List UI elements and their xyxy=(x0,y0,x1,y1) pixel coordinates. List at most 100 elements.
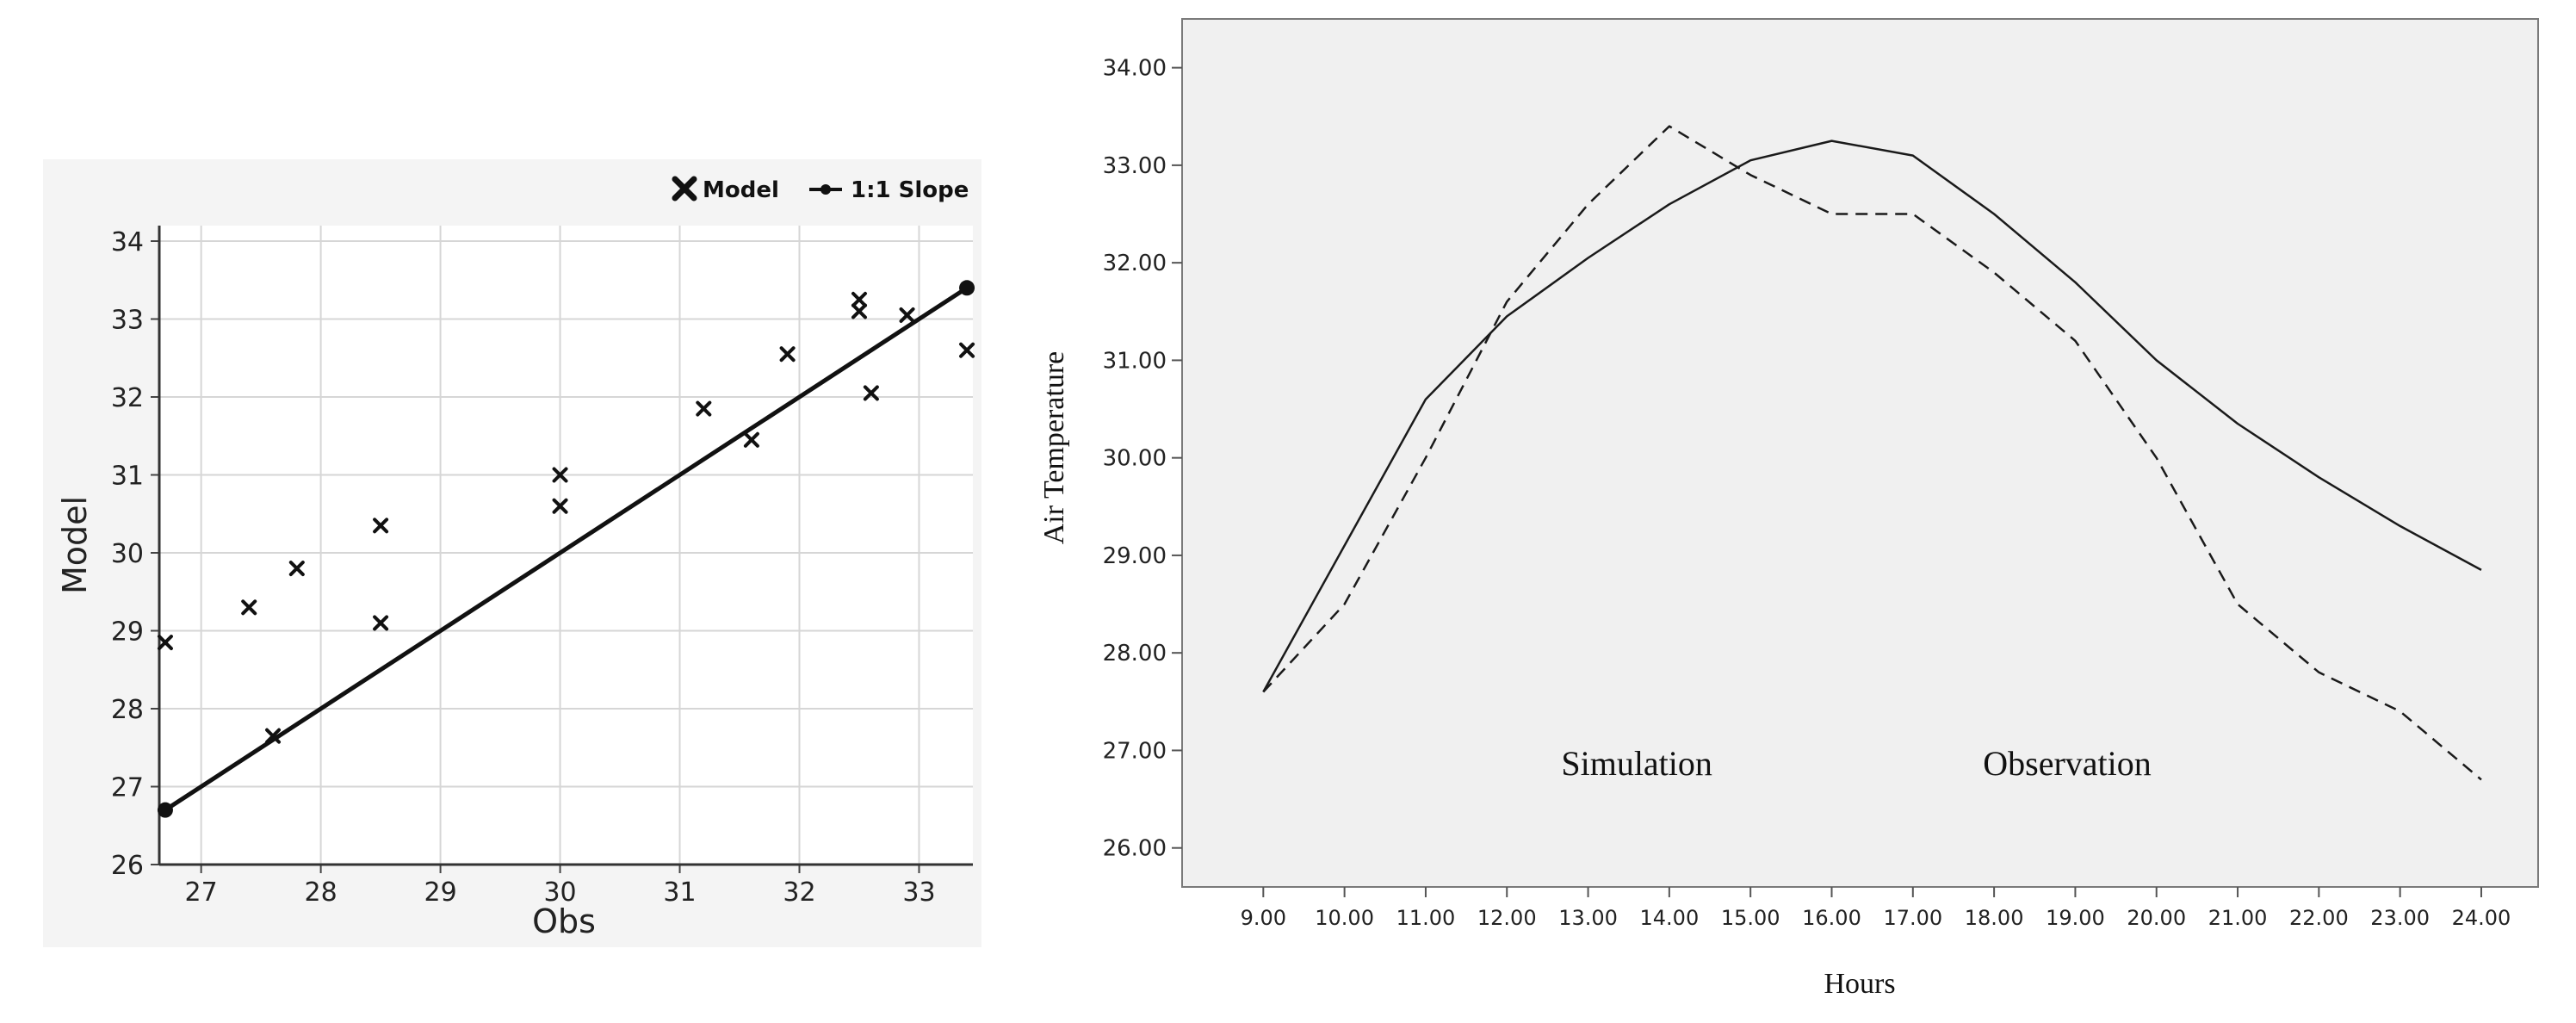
model-point xyxy=(373,615,389,631)
scatter-axes xyxy=(151,226,973,873)
legend-model-label: Model xyxy=(703,177,779,203)
model-point-stroke xyxy=(552,498,568,514)
model-point-stroke xyxy=(743,431,759,448)
line-annotation-observation: Observation xyxy=(1983,744,2152,783)
slope-endpoint xyxy=(157,802,173,818)
line-series xyxy=(1262,125,2482,781)
line-annotation-simulation: Simulation xyxy=(1561,744,1712,783)
scatter-y-tick-label: 31 xyxy=(111,462,144,492)
line-y-tick-label: 33.00 xyxy=(1103,153,1167,179)
line-x-tick-label: 11.00 xyxy=(1396,906,1456,930)
scatter-y-tick-label: 27 xyxy=(111,773,144,803)
line-y-tick-label: 34.00 xyxy=(1103,56,1167,82)
model-point-stroke xyxy=(779,346,796,363)
line-chart: 26.00 27.00 28.00 29.00 30.00 31.00 32.00 33.00… xyxy=(1038,18,2539,1000)
line-y-tick-label: 32.00 xyxy=(1103,251,1167,276)
line-y-tick-label: 30.00 xyxy=(1103,446,1167,472)
line-x-axis-title: Hours xyxy=(1824,968,1895,1000)
line-x-tick-label: 18.00 xyxy=(1965,906,2024,930)
model-series xyxy=(157,291,975,744)
scatter-y-tick-label: 28 xyxy=(111,695,144,725)
line-x-tick-label: 16.00 xyxy=(1802,906,1861,930)
slope-line xyxy=(164,286,969,812)
scatter-y-tick-label: 29 xyxy=(111,617,144,648)
line-x-tick-label: 24.00 xyxy=(2452,906,2511,930)
model-point xyxy=(552,498,568,514)
scatter-legend: Model 1:1 Slope xyxy=(672,176,969,203)
model-point-stroke xyxy=(851,291,867,307)
scatter-x-axis-title: Obs xyxy=(532,902,596,940)
model-point xyxy=(157,635,173,651)
line-x-tick-label: 20.00 xyxy=(2127,906,2186,930)
slope-series xyxy=(157,280,975,818)
model-point xyxy=(696,400,712,417)
line-y-tick-label: 26.00 xyxy=(1103,836,1167,862)
model-point xyxy=(743,431,759,448)
scatter-y-tick-label: 26 xyxy=(111,851,144,881)
legend-slope-label: 1:1 Slope xyxy=(851,177,969,203)
legend-model-marker xyxy=(672,176,697,202)
model-point xyxy=(899,307,915,323)
scatter-x-tick-label: 33 xyxy=(902,877,935,908)
model-point-stroke xyxy=(899,307,915,323)
model-point-stroke xyxy=(157,635,173,651)
line-x-tick-label: 13.00 xyxy=(1558,906,1618,930)
line-x-tick-label: 22.00 xyxy=(2289,906,2349,930)
line-x-tick-label: 23.00 xyxy=(2370,906,2430,930)
line-plot-area xyxy=(1181,18,2539,888)
line-x-tick-label: 14.00 xyxy=(1640,906,1700,930)
line-x-tick-label: 15.00 xyxy=(1721,906,1780,930)
model-point xyxy=(779,346,796,363)
scatter-y-tick-label: 33 xyxy=(111,306,144,336)
line-axes xyxy=(1172,66,2482,897)
model-point-stroke xyxy=(241,599,257,616)
scatter-x-tick-label: 28 xyxy=(305,877,337,908)
model-point-stroke xyxy=(288,561,305,577)
model-point xyxy=(851,303,867,319)
line-x-tick-label: 17.00 xyxy=(1883,906,1942,930)
line-x-tick-label: 19.00 xyxy=(2046,906,2105,930)
slope-endpoint xyxy=(959,280,975,296)
model-point-stroke xyxy=(552,467,568,483)
model-point-stroke xyxy=(863,385,879,401)
line-x-tick-label: 21.00 xyxy=(2208,906,2268,930)
model-point xyxy=(863,385,879,401)
scatter-y-tick-label: 32 xyxy=(111,383,144,413)
line-x-tick-label: 9.00 xyxy=(1241,906,1286,930)
line-y-tick-label: 28.00 xyxy=(1103,641,1167,666)
model-point-stroke xyxy=(696,400,712,417)
scatter-chart: 26 27 28 29 30 31 32 33 34 27 28 29 30 31 32 33 Obs Mod… xyxy=(43,159,981,947)
scatter-plot-area xyxy=(159,226,973,865)
line-x-tick-label: 12.00 xyxy=(1477,906,1537,930)
scatter-y-axis-title: Model xyxy=(56,496,94,594)
model-point-stroke xyxy=(851,303,867,319)
model-point-stroke xyxy=(373,518,389,534)
scatter-x-tick-label: 31 xyxy=(663,877,696,908)
model-point xyxy=(373,518,389,534)
scatter-x-tick-label: 32 xyxy=(783,877,815,908)
simulation-line xyxy=(1262,140,2482,693)
model-point xyxy=(552,467,568,483)
scatter-x-tick-label: 27 xyxy=(185,877,218,908)
scatter-y-tick-label: 34 xyxy=(111,227,144,257)
line-tick-labels: 26.00 27.00 28.00 29.00 30.00 31.00 32.00 33.00… xyxy=(1103,56,2511,930)
model-point xyxy=(959,342,975,358)
line-y-tick-label: 29.00 xyxy=(1103,543,1167,569)
scatter-tick-labels: 26 27 28 29 30 31 32 33 34 27 28 29 30 31 32 33 xyxy=(111,227,936,908)
legend-slope-dot xyxy=(820,184,831,195)
model-point xyxy=(288,561,305,577)
line-y-axis-title: Air Temperature xyxy=(1038,351,1070,545)
model-point-stroke xyxy=(959,342,975,358)
scatter-gridlines xyxy=(159,226,973,865)
line-y-tick-label: 31.00 xyxy=(1103,348,1167,374)
model-point xyxy=(241,599,257,616)
line-annotations: Simulation Observation xyxy=(1561,744,2151,783)
model-point-stroke xyxy=(265,728,282,744)
model-point-stroke xyxy=(373,615,389,631)
model-point xyxy=(265,728,282,744)
scatter-y-tick-label: 30 xyxy=(111,539,144,569)
model-point xyxy=(851,291,867,307)
line-y-tick-label: 27.00 xyxy=(1103,738,1167,764)
